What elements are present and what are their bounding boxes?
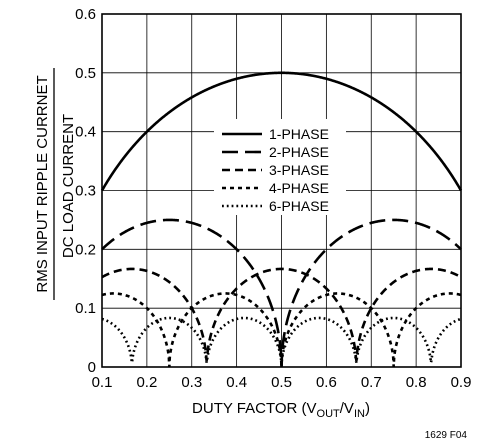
- x-tick-label: 0.6: [316, 374, 337, 391]
- y-tick-label: 0: [88, 359, 96, 376]
- legend-label: 2-PHASE: [269, 144, 329, 160]
- y-axis-title-numerator: RMS INPUT RIPPLE CURRNET: [34, 75, 51, 292]
- legend-label: 1-PHASE: [269, 126, 329, 142]
- x-tick-label: 0.3: [181, 374, 202, 391]
- figure-code: 1629 F04: [425, 430, 468, 441]
- y-axis-title-denominator: DC LOAD CURRENT: [60, 114, 77, 258]
- y-tick-label: 0.1: [75, 300, 96, 317]
- x-tick-label: 0.7: [361, 374, 382, 391]
- legend: 1-PHASE 2-PHASE 3-PHASE 4-PHASE 6-PHASE: [214, 119, 346, 215]
- legend-label: 6-PHASE: [269, 198, 329, 214]
- y-tick-label: 0.3: [75, 183, 96, 200]
- legend-label: 4-PHASE: [269, 180, 329, 196]
- x-tick-label: 0.8: [406, 374, 427, 391]
- y-tick-label: 0.2: [75, 241, 96, 258]
- y-tick-labels: 0 0.1 0.2 0.3 0.4 0.5 0.6: [75, 6, 96, 376]
- x-axis-title: DUTY FACTOR (VOUT/VIN): [192, 400, 370, 420]
- y-tick-label: 0.4: [75, 124, 96, 141]
- y-tick-label: 0.6: [75, 6, 96, 23]
- x-tick-label: 0.4: [226, 374, 247, 391]
- x-tick-label: 0.5: [271, 374, 292, 391]
- y-tick-label: 0.5: [75, 65, 96, 82]
- x-tick-labels: 0.1 0.2 0.3 0.4 0.5 0.6 0.7 0.8 0.9: [92, 374, 472, 391]
- x-tick-label: 0.1: [92, 374, 113, 391]
- x-tick-label: 0.2: [136, 374, 157, 391]
- x-tick-label: 0.9: [451, 374, 472, 391]
- legend-label: 3-PHASE: [269, 162, 329, 178]
